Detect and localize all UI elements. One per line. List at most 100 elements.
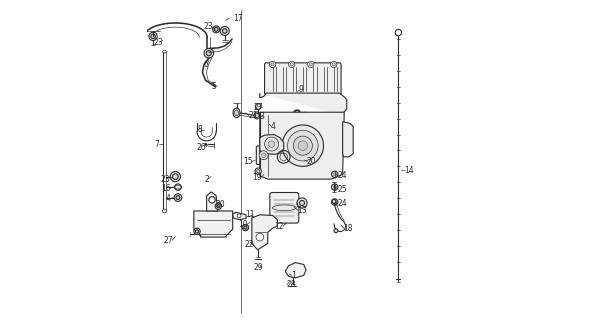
Circle shape xyxy=(332,199,336,203)
Circle shape xyxy=(223,29,227,33)
Text: 24: 24 xyxy=(337,172,347,180)
Circle shape xyxy=(333,200,336,204)
Circle shape xyxy=(330,61,337,68)
Circle shape xyxy=(244,226,247,229)
Polygon shape xyxy=(285,263,306,278)
Circle shape xyxy=(255,168,261,174)
Circle shape xyxy=(269,61,276,68)
Circle shape xyxy=(151,34,155,39)
Circle shape xyxy=(149,32,157,41)
Text: 19: 19 xyxy=(252,173,261,182)
Circle shape xyxy=(242,224,248,231)
Circle shape xyxy=(255,104,261,109)
Circle shape xyxy=(297,198,307,208)
Polygon shape xyxy=(252,215,277,250)
Circle shape xyxy=(290,63,293,66)
Text: 24: 24 xyxy=(337,199,347,208)
Circle shape xyxy=(194,228,200,235)
Circle shape xyxy=(263,123,267,126)
Polygon shape xyxy=(260,112,344,179)
Text: 28: 28 xyxy=(286,280,296,289)
Polygon shape xyxy=(343,122,353,157)
Text: 17: 17 xyxy=(233,14,243,23)
Text: 26: 26 xyxy=(197,143,207,152)
Circle shape xyxy=(333,173,336,176)
Text: 15: 15 xyxy=(243,157,253,166)
Text: 12: 12 xyxy=(274,222,284,231)
Circle shape xyxy=(237,214,241,218)
Circle shape xyxy=(282,125,324,166)
Circle shape xyxy=(332,184,338,190)
Circle shape xyxy=(309,63,312,66)
Circle shape xyxy=(264,137,278,151)
Circle shape xyxy=(256,233,264,241)
Ellipse shape xyxy=(272,205,296,211)
Circle shape xyxy=(269,141,275,147)
Circle shape xyxy=(288,61,295,68)
Circle shape xyxy=(209,197,215,203)
Text: 4: 4 xyxy=(166,194,171,204)
Circle shape xyxy=(214,28,218,31)
Circle shape xyxy=(271,63,274,66)
Circle shape xyxy=(256,170,260,173)
Ellipse shape xyxy=(294,110,300,115)
Circle shape xyxy=(334,229,338,233)
Circle shape xyxy=(204,49,214,58)
Circle shape xyxy=(299,200,305,205)
Circle shape xyxy=(298,141,308,150)
Text: ●: ● xyxy=(204,143,207,147)
Polygon shape xyxy=(194,211,233,237)
Text: 6: 6 xyxy=(203,60,208,69)
Circle shape xyxy=(220,27,230,36)
Circle shape xyxy=(174,194,182,201)
Text: 11: 11 xyxy=(245,210,255,219)
Text: 20: 20 xyxy=(215,200,225,209)
Text: 3: 3 xyxy=(259,113,264,122)
Circle shape xyxy=(293,136,312,155)
Circle shape xyxy=(261,153,266,157)
Text: 8: 8 xyxy=(198,125,203,134)
Text: 16: 16 xyxy=(161,184,171,193)
Circle shape xyxy=(215,203,222,209)
Text: 23: 23 xyxy=(161,175,171,184)
Circle shape xyxy=(259,151,268,160)
FancyBboxPatch shape xyxy=(256,146,271,164)
Text: 27: 27 xyxy=(163,236,173,245)
Ellipse shape xyxy=(162,209,166,213)
Circle shape xyxy=(173,174,178,180)
FancyBboxPatch shape xyxy=(280,133,316,176)
FancyBboxPatch shape xyxy=(264,63,341,95)
Circle shape xyxy=(308,61,314,68)
Circle shape xyxy=(332,63,335,66)
Circle shape xyxy=(217,204,220,208)
Text: 5: 5 xyxy=(211,82,216,91)
Text: 18: 18 xyxy=(343,224,353,233)
Text: 4: 4 xyxy=(271,122,276,131)
Text: 14: 14 xyxy=(404,166,414,175)
Polygon shape xyxy=(260,134,284,154)
Text: 20: 20 xyxy=(307,157,316,166)
Ellipse shape xyxy=(163,50,166,53)
Text: 7: 7 xyxy=(155,140,160,148)
Ellipse shape xyxy=(234,110,239,116)
Circle shape xyxy=(295,110,299,114)
Circle shape xyxy=(288,130,318,161)
Circle shape xyxy=(212,26,220,33)
Text: 10: 10 xyxy=(239,220,248,229)
Circle shape xyxy=(176,196,180,199)
Circle shape xyxy=(175,184,181,190)
Ellipse shape xyxy=(254,112,260,119)
Circle shape xyxy=(395,29,401,36)
Text: 25: 25 xyxy=(338,185,348,194)
Text: 1: 1 xyxy=(291,271,296,280)
Circle shape xyxy=(332,171,338,178)
Text: 23: 23 xyxy=(204,22,214,31)
Text: 23: 23 xyxy=(154,38,163,47)
Text: 27: 27 xyxy=(254,103,263,112)
Text: 22: 22 xyxy=(245,240,255,249)
Ellipse shape xyxy=(233,108,240,118)
Circle shape xyxy=(195,230,199,233)
Polygon shape xyxy=(233,212,246,220)
Circle shape xyxy=(206,51,211,56)
Ellipse shape xyxy=(263,122,267,127)
